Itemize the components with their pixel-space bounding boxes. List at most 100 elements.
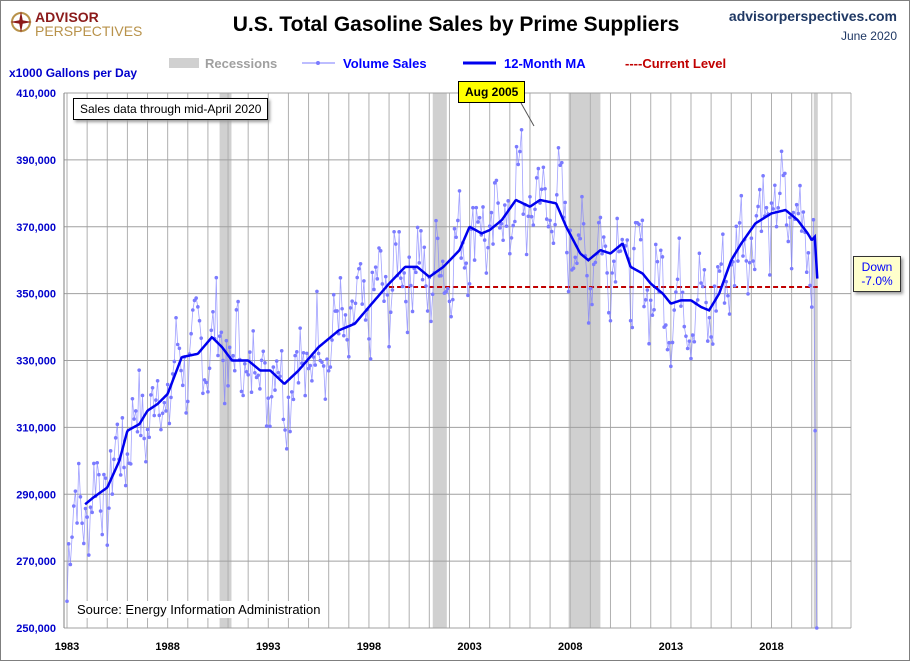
volume-sales-point <box>310 379 314 383</box>
volume-sales-point <box>338 276 343 280</box>
volume-sales-point <box>789 266 794 271</box>
volume-sales-point <box>286 395 291 400</box>
volume-sales-point <box>385 293 390 297</box>
volume-sales-point <box>378 249 383 253</box>
volume-sales-point <box>362 279 366 283</box>
volume-sales-point <box>169 395 173 400</box>
volume-sales-point <box>533 207 537 212</box>
volume-sales-point <box>397 230 401 234</box>
volume-sales-point <box>377 246 381 250</box>
volume-sales-point <box>157 413 162 418</box>
volume-sales-point <box>640 218 645 223</box>
volume-sales-point <box>734 224 739 229</box>
volume-sales-point <box>113 436 118 440</box>
volume-sales-point <box>714 309 718 313</box>
volume-sales-point <box>588 286 593 291</box>
volume-sales-point <box>593 260 598 265</box>
chart-title: U.S. Total Gasoline Sales by Prime Suppl… <box>232 13 680 36</box>
volume-sales-point <box>501 238 505 243</box>
volume-sales-point <box>105 543 110 547</box>
legend-recessions-swatch <box>169 58 199 68</box>
volume-sales-point <box>580 194 584 199</box>
volume-sales-point <box>571 266 576 271</box>
volume-sales-point <box>227 345 232 350</box>
volume-sales-point <box>546 224 551 229</box>
volume-sales-point <box>370 270 375 275</box>
volume-sales-point <box>152 413 157 418</box>
volume-sales-point <box>665 347 670 352</box>
volume-sales-point <box>234 308 239 312</box>
legend-current-label: ----Current Level <box>625 56 726 71</box>
volume-sales-point <box>719 262 723 266</box>
volume-sales-point <box>405 330 410 335</box>
volume-sales-point <box>323 397 328 401</box>
volume-sales-point <box>81 541 86 546</box>
volume-sales-point <box>303 393 307 398</box>
volume-sales-point <box>281 417 286 422</box>
volume-sales-point <box>556 145 561 150</box>
volume-sales-point <box>145 427 150 432</box>
volume-sales-point <box>256 373 261 378</box>
volume-sales-point <box>87 553 91 557</box>
volume-sales-point <box>71 504 76 508</box>
peak-annotation: Aug 2005 <box>458 81 526 103</box>
volume-sales-point <box>328 365 333 369</box>
volume-sales-point <box>486 245 490 250</box>
volume-sales-point <box>768 273 772 277</box>
volume-sales-point <box>615 216 619 221</box>
volume-sales-point <box>647 341 651 346</box>
volume-sales-point <box>102 472 106 477</box>
volume-sales-point <box>382 299 386 304</box>
volume-sales-point <box>543 186 547 191</box>
volume-sales-point <box>466 293 470 298</box>
volume-sales-point <box>788 215 792 220</box>
volume-sales-point <box>618 249 623 253</box>
volume-sales-point <box>221 358 225 363</box>
x-tick-label: 1998 <box>357 641 381 653</box>
volume-sales-point <box>645 288 650 292</box>
volume-sales-point <box>189 331 193 336</box>
volume-sales-point <box>565 250 569 255</box>
volume-sales-point <box>341 333 346 338</box>
volume-sales-point <box>670 340 675 345</box>
volume-sales-point <box>549 229 554 234</box>
volume-sales-point <box>373 265 378 269</box>
volume-sales-point <box>278 374 282 379</box>
volume-sales-point <box>239 389 244 394</box>
volume-sales-point <box>204 380 209 385</box>
y-axis-label: x1000 Gallons per Day <box>9 66 138 80</box>
volume-sales-point <box>98 509 103 513</box>
volume-sales-point <box>773 183 777 188</box>
volume-sales-point <box>420 277 425 282</box>
volume-sales-point <box>620 237 625 242</box>
volume-sales-point <box>424 284 428 288</box>
volume-sales-point <box>298 326 302 330</box>
volume-sales-point <box>575 261 579 266</box>
volume-sales-point <box>415 225 420 230</box>
volume-sales-point <box>771 207 775 211</box>
volume-sales-point <box>759 229 764 234</box>
volume-sales-point <box>628 318 633 323</box>
volume-sales-point <box>357 266 361 271</box>
volume-sales-point <box>301 350 306 355</box>
volume-sales-point <box>108 449 113 453</box>
volume-sales-point <box>149 393 153 397</box>
volume-sales-point <box>581 221 586 226</box>
volume-sales-point <box>756 204 760 209</box>
volume-sales-point <box>103 476 108 480</box>
volume-sales-point <box>600 251 604 256</box>
volume-sales-point <box>380 282 385 286</box>
volume-sales-point <box>128 462 133 466</box>
volume-sales-point <box>445 286 450 291</box>
volume-sales-point <box>209 328 214 333</box>
volume-sales-point <box>388 310 393 315</box>
volume-sales-point <box>682 324 687 329</box>
volume-sales-point <box>167 421 172 426</box>
volume-sales-point <box>786 239 791 244</box>
volume-sales-point <box>548 218 552 223</box>
through-note: Sales data through mid-April 2020 <box>73 98 269 120</box>
logo-compass-icon <box>10 11 32 33</box>
volume-sales-point <box>444 290 448 294</box>
volume-sales-point <box>700 284 705 289</box>
volume-sales-point <box>387 344 391 349</box>
